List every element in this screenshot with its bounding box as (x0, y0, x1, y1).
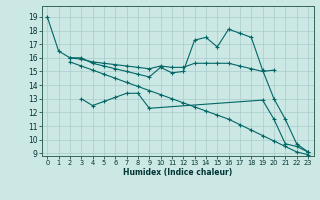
X-axis label: Humidex (Indice chaleur): Humidex (Indice chaleur) (123, 168, 232, 177)
